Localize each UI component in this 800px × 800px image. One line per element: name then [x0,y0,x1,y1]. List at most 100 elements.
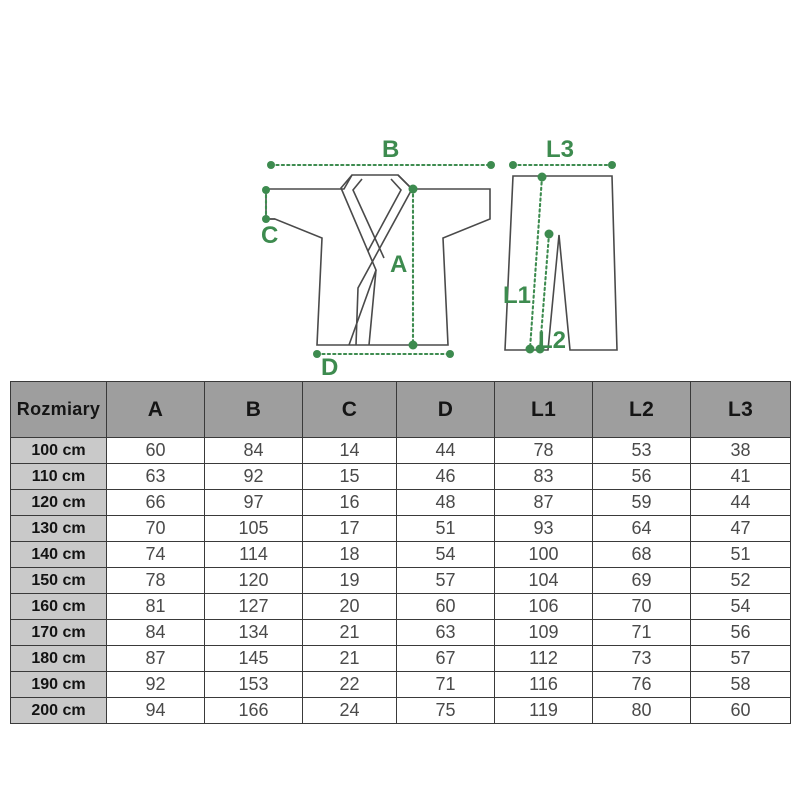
size-label-cell: 120 cm [10,489,107,516]
size-label-cell: 170 cm [10,619,107,646]
header-l2: L2 [592,381,691,438]
measurement-cell: 44 [690,489,791,516]
header-b: B [204,381,303,438]
measurement-cell: 71 [592,619,691,646]
measurement-cell: 60 [396,593,495,620]
measurement-cell: 68 [592,541,691,568]
measure-l2-trousers-inseam: L2 [535,229,566,354]
measurement-cell: 94 [106,697,205,724]
header-l1: L1 [494,381,593,438]
measurement-cell: 76 [592,671,691,698]
measure-label-l3: L3 [546,136,574,163]
measurement-cell: 24 [302,697,397,724]
size-label-cell: 200 cm [10,697,107,724]
measurement-cell: 20 [302,593,397,620]
measurement-cell: 112 [494,645,593,672]
measurement-cell: 60 [690,697,791,724]
table-row: 160 cm 81 127 20 60 106 70 54 [10,593,791,620]
measurement-cell: 120 [204,567,303,594]
size-label-cell: 110 cm [10,463,107,490]
measure-a-jacket-length: A [390,184,418,350]
table-row: 180 cm 87 145 21 67 112 73 57 [10,645,791,672]
measurement-cell: 114 [204,541,303,568]
measurement-cell: 51 [396,515,495,542]
measurement-cell: 127 [204,593,303,620]
measurement-cell: 51 [690,541,791,568]
measurement-cell: 41 [690,463,791,490]
measurement-cell: 70 [592,593,691,620]
measurement-cell: 63 [396,619,495,646]
table-row: 190 cm 92 153 22 71 116 76 58 [10,671,791,698]
measurement-cell: 18 [302,541,397,568]
measurement-cell: 54 [396,541,495,568]
measurement-cell: 100 [494,541,593,568]
table-header-row: Rozmiary A B C D L1 L2 L3 [10,381,791,438]
measurement-cell: 134 [204,619,303,646]
measurement-cell: 69 [592,567,691,594]
measurement-cell: 145 [204,645,303,672]
table-row: 140 cm 74 114 18 54 100 68 51 [10,541,791,568]
measurement-cell: 71 [396,671,495,698]
table-row: 100 cm 60 84 14 44 78 53 38 [10,437,791,464]
measurement-cell: 21 [302,645,397,672]
measurement-cell: 73 [592,645,691,672]
measurement-cell: 19 [302,567,397,594]
measure-c-jacket-cuff-width: C [261,186,278,249]
size-chart-table: Rozmiary A B C D L1 L2 L3 100 cm 60 84 14 44… [10,381,791,724]
size-chart-body: 100 cm 60 84 14 44 78 53 38 110 cm 63 92 15 46 83 56 41… [10,437,791,724]
size-label-cell: 180 cm [10,645,107,672]
measurement-cell: 105 [204,515,303,542]
measurement-cell: 78 [106,567,205,594]
measurement-cell: 46 [396,463,495,490]
garment-diagram-svg: .gline { fill:none; stroke:#4a4a4a; stro… [261,136,618,375]
size-label-cell: 100 cm [10,437,107,464]
measurement-cell: 78 [494,437,593,464]
size-label-cell: 190 cm [10,671,107,698]
header-rozmiary: Rozmiary [10,381,107,438]
measure-label-b: B [382,136,399,163]
measurement-cell: 80 [592,697,691,724]
measurement-cell: 53 [592,437,691,464]
measurement-cell: 75 [396,697,495,724]
measure-label-a: A [390,251,407,278]
measurement-cell: 104 [494,567,593,594]
header-c: C [302,381,397,438]
table-row: 150 cm 78 120 19 57 104 69 52 [10,567,791,594]
measurement-cell: 166 [204,697,303,724]
measurement-cell: 87 [494,489,593,516]
measure-label-d: D [321,354,338,375]
measurement-cell: 14 [302,437,397,464]
measurement-cell: 54 [690,593,791,620]
table-row: 200 cm 94 166 24 75 119 80 60 [10,697,791,724]
measurement-cell: 81 [106,593,205,620]
table-row: 130 cm 70 105 17 51 93 64 47 [10,515,791,542]
measurement-cell: 64 [592,515,691,542]
jacket-outline [265,174,491,346]
table-row: 170 cm 84 134 21 63 109 71 56 [10,619,791,646]
trousers-outline [504,175,618,351]
measurement-cell: 119 [494,697,593,724]
size-label-cell: 160 cm [10,593,107,620]
measurement-cell: 87 [106,645,205,672]
measure-d-jacket-hem-width: D [313,350,454,375]
header-d: D [396,381,495,438]
measurement-cell: 116 [494,671,593,698]
measurement-cell: 84 [204,437,303,464]
measurement-cell: 74 [106,541,205,568]
measurement-cell: 21 [302,619,397,646]
measure-label-l1: L1 [503,282,531,309]
measure-label-l2: L2 [538,327,566,354]
measure-l1-trousers-outer-length: L1 [503,172,547,354]
measurement-cell: 106 [494,593,593,620]
table-row: 110 cm 63 92 15 46 83 56 41 [10,463,791,490]
measurement-cell: 44 [396,437,495,464]
table-row: 120 cm 66 97 16 48 87 59 44 [10,489,791,516]
measurement-cell: 60 [106,437,205,464]
measure-l3-trousers-waist-width: L3 [509,136,616,169]
measurement-cell: 97 [204,489,303,516]
measurement-cell: 67 [396,645,495,672]
measurement-cell: 57 [690,645,791,672]
measurement-cell: 38 [690,437,791,464]
measure-label-c: C [261,222,278,249]
measurement-cell: 58 [690,671,791,698]
